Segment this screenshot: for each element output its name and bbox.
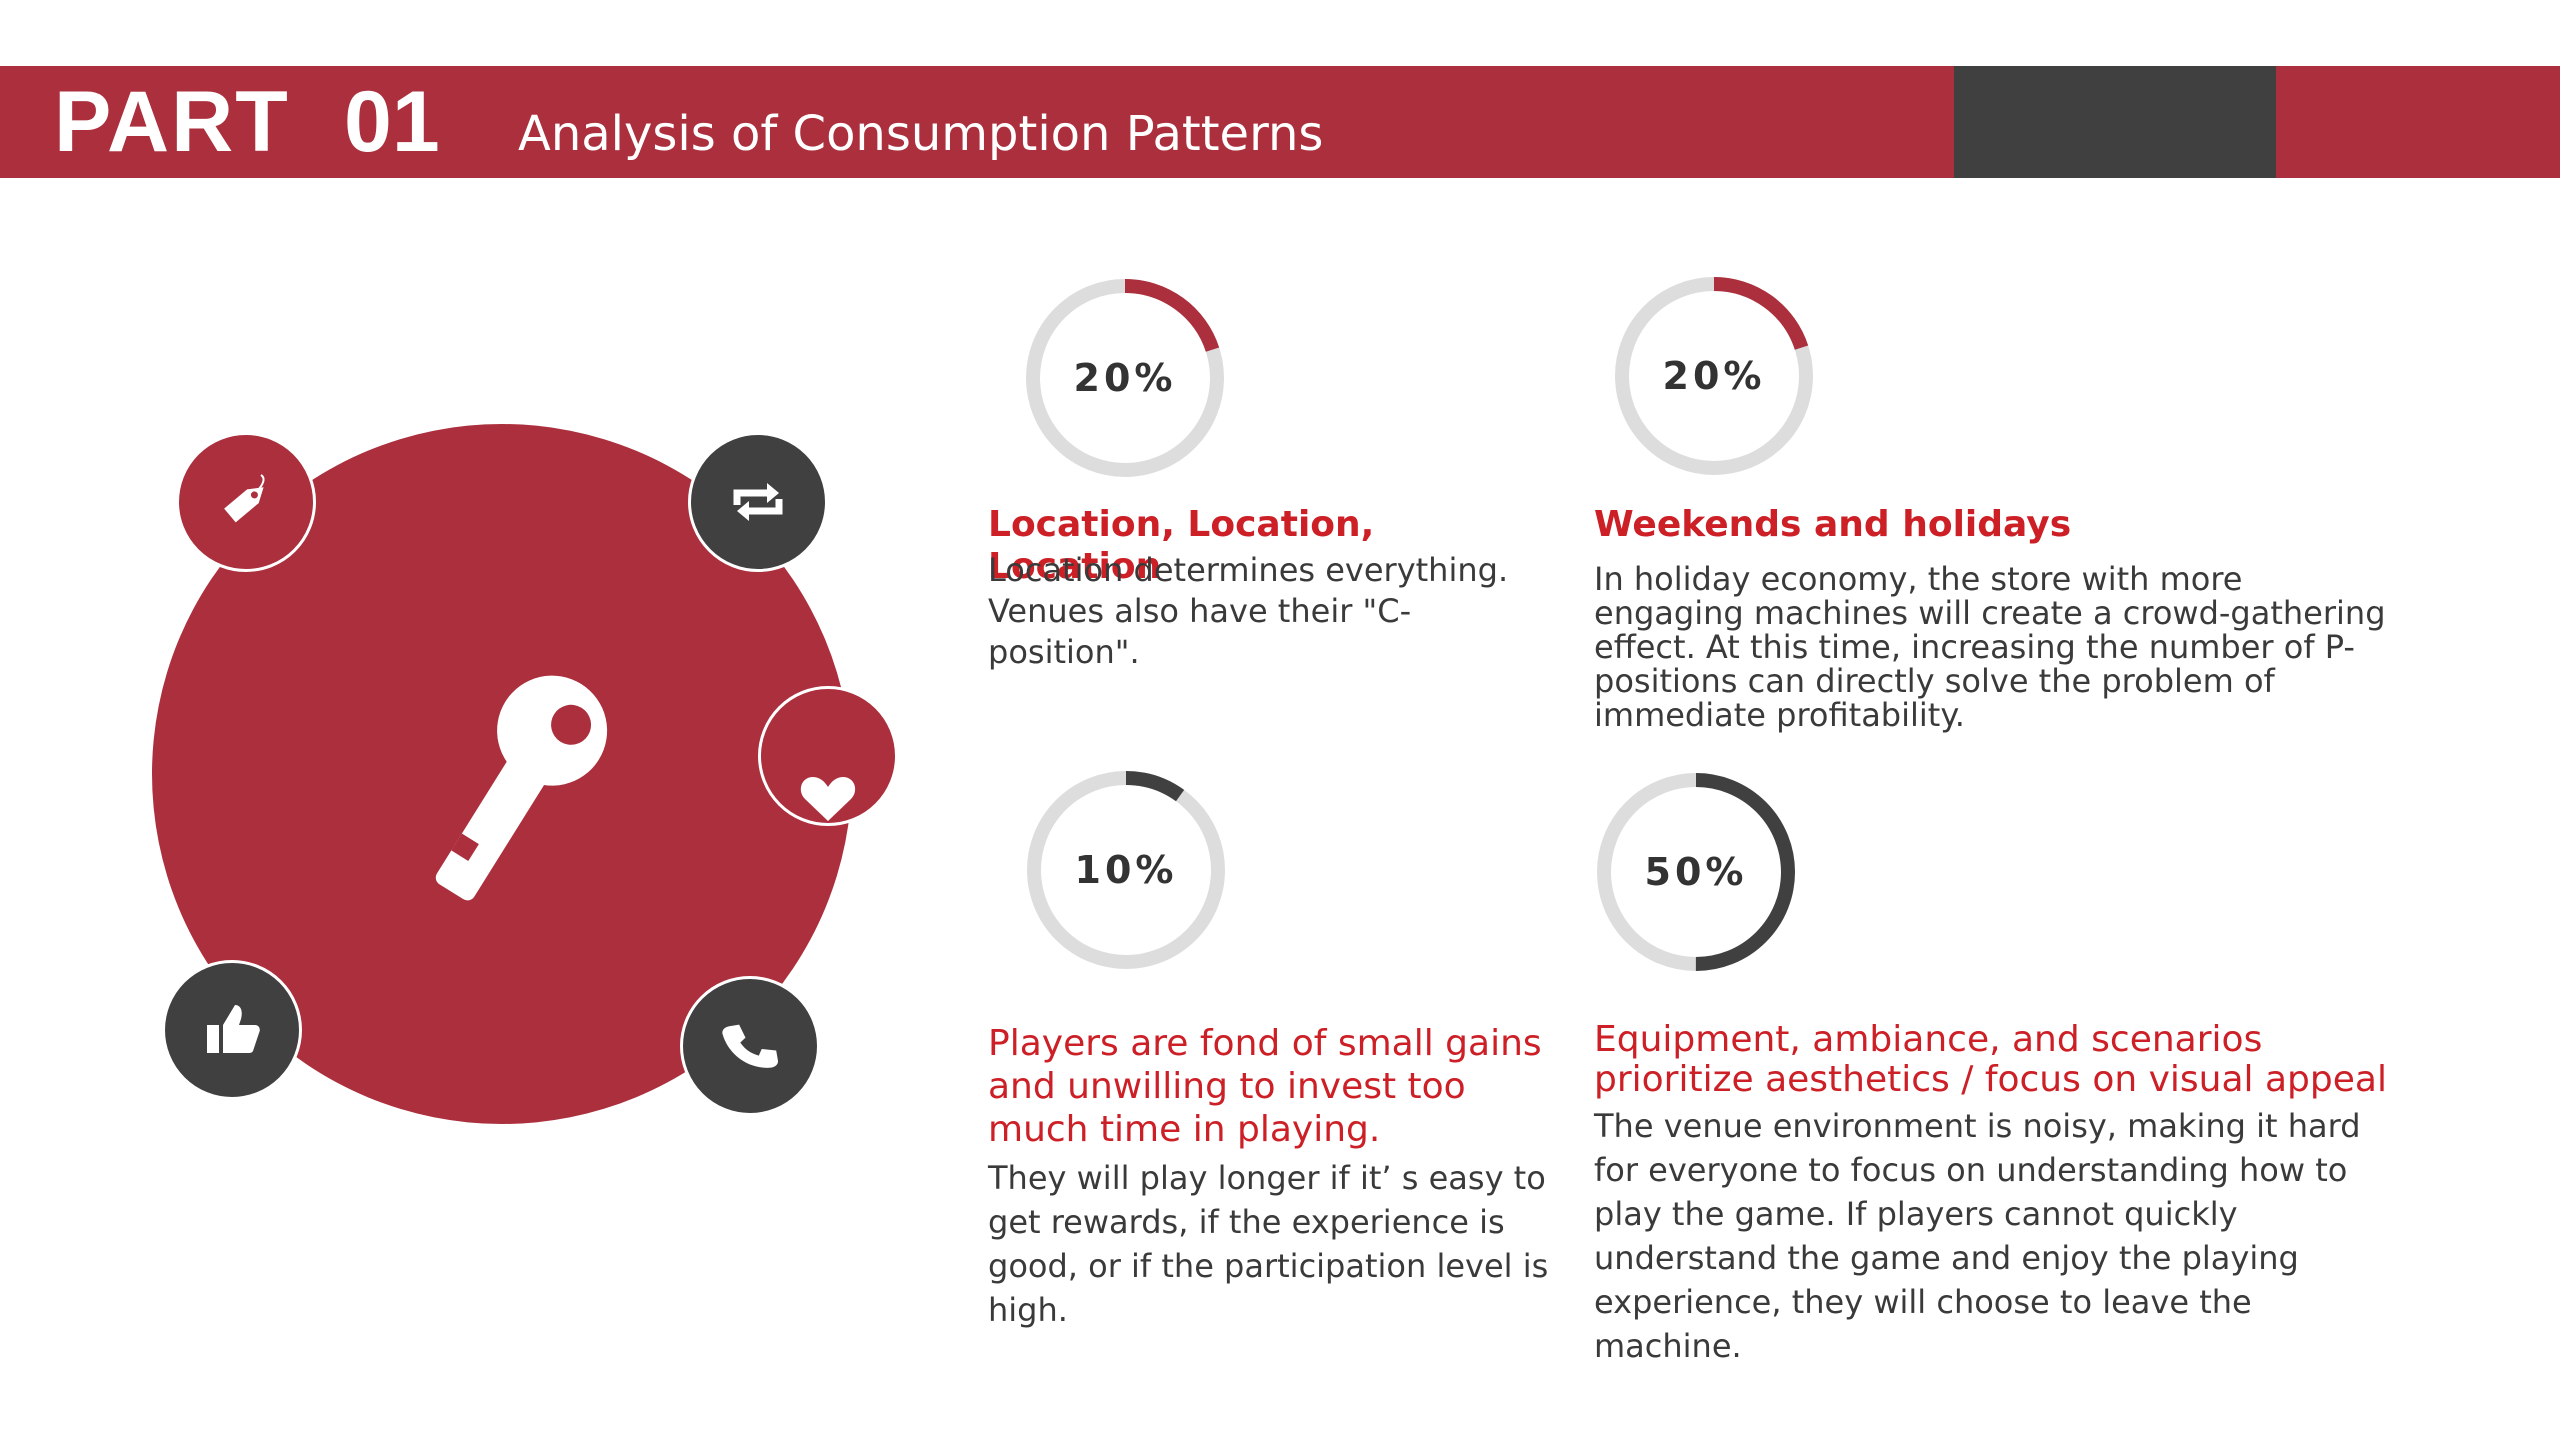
ring-arc — [1615, 277, 1813, 475]
tag-icon — [224, 474, 265, 523]
percent-label: 20% — [1073, 356, 1177, 400]
heart-icon-badge — [758, 686, 898, 826]
key-icon — [435, 675, 608, 901]
ring-arc — [1027, 771, 1225, 969]
percent-label: 50% — [1644, 850, 1748, 894]
stat-text: Location determines everything. Venues a… — [988, 551, 1509, 671]
repeat-icon-badge — [688, 432, 828, 572]
phone-icon — [722, 1024, 778, 1068]
heart-icon — [800, 777, 856, 821]
progress-ring-3: 10% — [1016, 760, 1236, 980]
percent-label: 10% — [1074, 848, 1178, 892]
stat-text: They will play longer if it’ s easy to g… — [988, 1159, 1549, 1329]
progress-ring-4: 50% — [1586, 762, 1806, 982]
page-title: Analysis of Consumption Patterns — [518, 106, 1324, 162]
thumbs-up-icon-badge — [162, 960, 302, 1100]
stat-text: The venue environment is noisy, making i… — [1594, 1107, 2361, 1365]
part-number: 01 — [344, 74, 440, 170]
tag-icon-badge — [176, 432, 316, 572]
progress-ring-2: 20% — [1604, 266, 1824, 486]
stat-title: Equipment, ambiance, and scenarios prior… — [1594, 1019, 2387, 1100]
part-label: PART — [54, 74, 290, 170]
ring-arc — [1026, 279, 1224, 477]
ring-arc — [1597, 773, 1795, 971]
stat-title: Weekends and holidays — [1594, 504, 2072, 545]
stat-title: Players are fond of small gains and unwi… — [988, 1023, 1542, 1150]
phone-icon-badge — [680, 976, 820, 1116]
header-accent-block — [1954, 66, 2276, 178]
stat-title: Location, Location, Location — [988, 504, 1375, 587]
percent-label: 20% — [1662, 354, 1766, 398]
progress-ring-1: 20% — [1015, 268, 1235, 488]
thumbs-up-icon — [207, 1005, 260, 1053]
stat-text: In holiday economy, the store with more … — [1594, 560, 2386, 734]
repeat-icon — [733, 483, 783, 521]
